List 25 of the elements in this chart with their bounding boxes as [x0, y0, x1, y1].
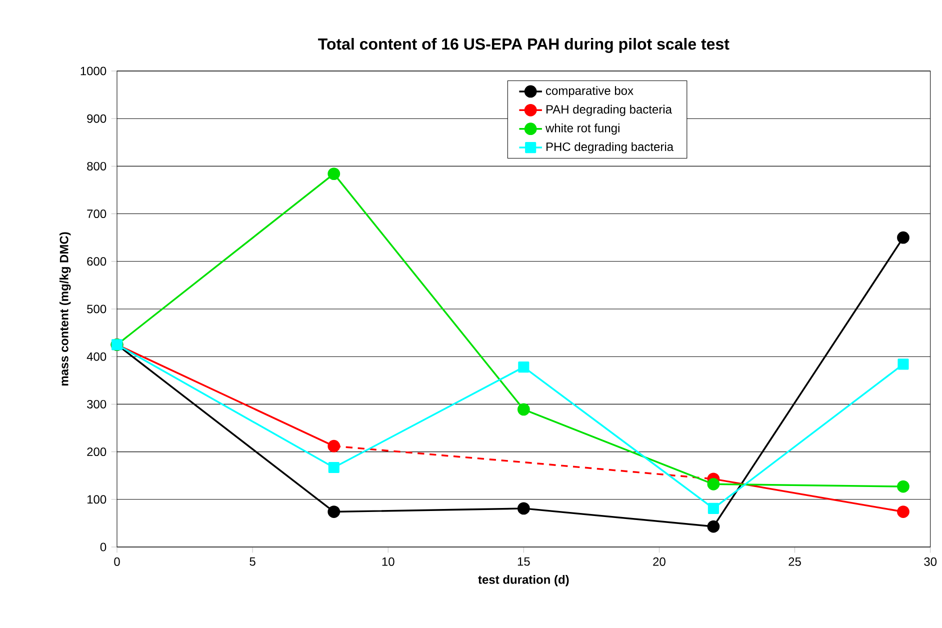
y-tick-label: 0 [100, 542, 106, 552]
y-tick-label: 100 [87, 495, 106, 504]
legend-label: comparative box [546, 86, 634, 98]
y-tick-label: 1000 [80, 66, 106, 76]
y-tick-label: 500 [87, 304, 106, 314]
y-tick-label: 300 [87, 400, 106, 408]
x-tick-label: 10 [382, 557, 394, 566]
x-tick-label: 15 [518, 557, 530, 566]
y-axis-title: mass content (mg/kg DMC) [60, 232, 71, 386]
y-tick-label: 900 [87, 114, 106, 123]
x-tick-label: 5 [250, 557, 256, 566]
legend-label: PAH degrading bacteria [546, 104, 672, 116]
x-tick-label: 20 [653, 557, 666, 566]
x-tick-label: 25 [788, 557, 801, 566]
x-axis-title: test duration (d) [478, 575, 569, 586]
y-tick-label: 800 [87, 162, 106, 170]
y-tick-label: 700 [87, 210, 106, 218]
y-tick-label: 200 [87, 448, 106, 456]
x-tick-label: 0 [114, 557, 120, 566]
y-tick-label: 600 [87, 257, 106, 266]
y-tick-label: 400 [86, 352, 106, 361]
chart-title: Total content of 16 US-EPA PAH during pilot scale test [318, 38, 730, 53]
legend-label: white rot fungi [545, 124, 620, 135]
x-tick-label: 30 [924, 557, 937, 566]
legend-label: PHC degrading bacteria [546, 142, 674, 154]
